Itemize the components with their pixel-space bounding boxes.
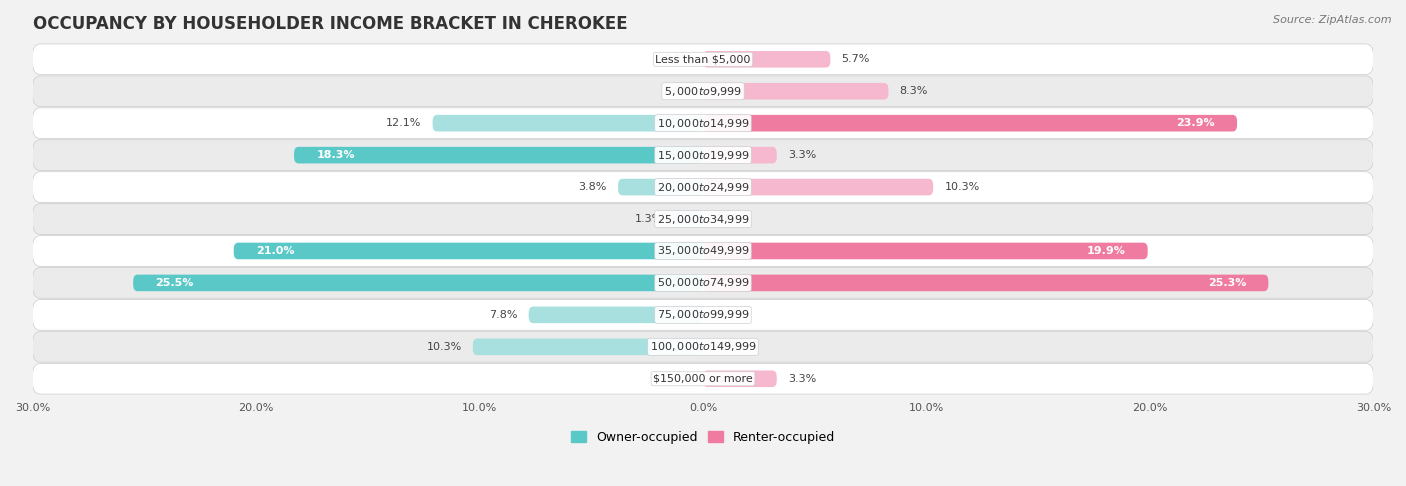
Text: 19.9%: 19.9%: [1087, 246, 1125, 256]
Text: $75,000 to $99,999: $75,000 to $99,999: [657, 309, 749, 321]
FancyBboxPatch shape: [673, 211, 703, 227]
Text: $35,000 to $49,999: $35,000 to $49,999: [657, 244, 749, 258]
Text: 0.0%: 0.0%: [714, 310, 742, 320]
Text: 3.3%: 3.3%: [787, 150, 815, 160]
FancyBboxPatch shape: [32, 204, 1374, 234]
FancyBboxPatch shape: [703, 370, 776, 387]
FancyBboxPatch shape: [32, 364, 1374, 394]
Legend: Owner-occupied, Renter-occupied: Owner-occupied, Renter-occupied: [567, 426, 839, 449]
FancyBboxPatch shape: [32, 108, 1374, 139]
Text: 0.0%: 0.0%: [714, 342, 742, 352]
Text: Less than $5,000: Less than $5,000: [655, 54, 751, 64]
Text: $10,000 to $14,999: $10,000 to $14,999: [657, 117, 749, 130]
FancyBboxPatch shape: [134, 275, 703, 291]
Text: $5,000 to $9,999: $5,000 to $9,999: [664, 85, 742, 98]
FancyBboxPatch shape: [32, 299, 1374, 330]
FancyBboxPatch shape: [619, 179, 703, 195]
Text: 21.0%: 21.0%: [256, 246, 295, 256]
Text: 10.3%: 10.3%: [945, 182, 980, 192]
FancyBboxPatch shape: [32, 76, 1374, 106]
Text: 12.1%: 12.1%: [387, 118, 422, 128]
Text: Source: ZipAtlas.com: Source: ZipAtlas.com: [1274, 15, 1392, 25]
Text: $20,000 to $24,999: $20,000 to $24,999: [657, 181, 749, 193]
Text: 25.5%: 25.5%: [156, 278, 194, 288]
FancyBboxPatch shape: [32, 331, 1374, 362]
Text: 10.3%: 10.3%: [426, 342, 461, 352]
FancyBboxPatch shape: [294, 147, 703, 163]
FancyBboxPatch shape: [32, 140, 1374, 171]
FancyBboxPatch shape: [32, 236, 1374, 266]
FancyBboxPatch shape: [703, 147, 776, 163]
Text: 0.0%: 0.0%: [664, 86, 692, 96]
Text: 25.3%: 25.3%: [1208, 278, 1246, 288]
Text: 5.7%: 5.7%: [842, 54, 870, 64]
Text: 0.0%: 0.0%: [664, 54, 692, 64]
FancyBboxPatch shape: [32, 268, 1374, 298]
FancyBboxPatch shape: [233, 243, 703, 259]
FancyBboxPatch shape: [703, 51, 831, 68]
Text: $150,000 or more: $150,000 or more: [654, 374, 752, 384]
FancyBboxPatch shape: [32, 172, 1374, 202]
Text: 0.0%: 0.0%: [714, 214, 742, 224]
FancyBboxPatch shape: [703, 275, 1268, 291]
Text: 8.3%: 8.3%: [900, 86, 928, 96]
FancyBboxPatch shape: [32, 44, 1374, 75]
FancyBboxPatch shape: [529, 307, 703, 323]
Text: 18.3%: 18.3%: [316, 150, 354, 160]
FancyBboxPatch shape: [703, 115, 1237, 132]
FancyBboxPatch shape: [703, 179, 934, 195]
FancyBboxPatch shape: [433, 115, 703, 132]
FancyBboxPatch shape: [472, 339, 703, 355]
Text: 3.8%: 3.8%: [578, 182, 607, 192]
Text: 1.3%: 1.3%: [634, 214, 662, 224]
Text: OCCUPANCY BY HOUSEHOLDER INCOME BRACKET IN CHEROKEE: OCCUPANCY BY HOUSEHOLDER INCOME BRACKET …: [32, 15, 627, 33]
Text: 0.0%: 0.0%: [664, 374, 692, 384]
FancyBboxPatch shape: [703, 83, 889, 100]
Text: $25,000 to $34,999: $25,000 to $34,999: [657, 212, 749, 226]
Text: 23.9%: 23.9%: [1175, 118, 1215, 128]
Text: 3.3%: 3.3%: [787, 374, 815, 384]
FancyBboxPatch shape: [703, 243, 1147, 259]
Text: $15,000 to $19,999: $15,000 to $19,999: [657, 149, 749, 162]
Text: $100,000 to $149,999: $100,000 to $149,999: [650, 340, 756, 353]
Text: $50,000 to $74,999: $50,000 to $74,999: [657, 277, 749, 290]
Text: 7.8%: 7.8%: [489, 310, 517, 320]
